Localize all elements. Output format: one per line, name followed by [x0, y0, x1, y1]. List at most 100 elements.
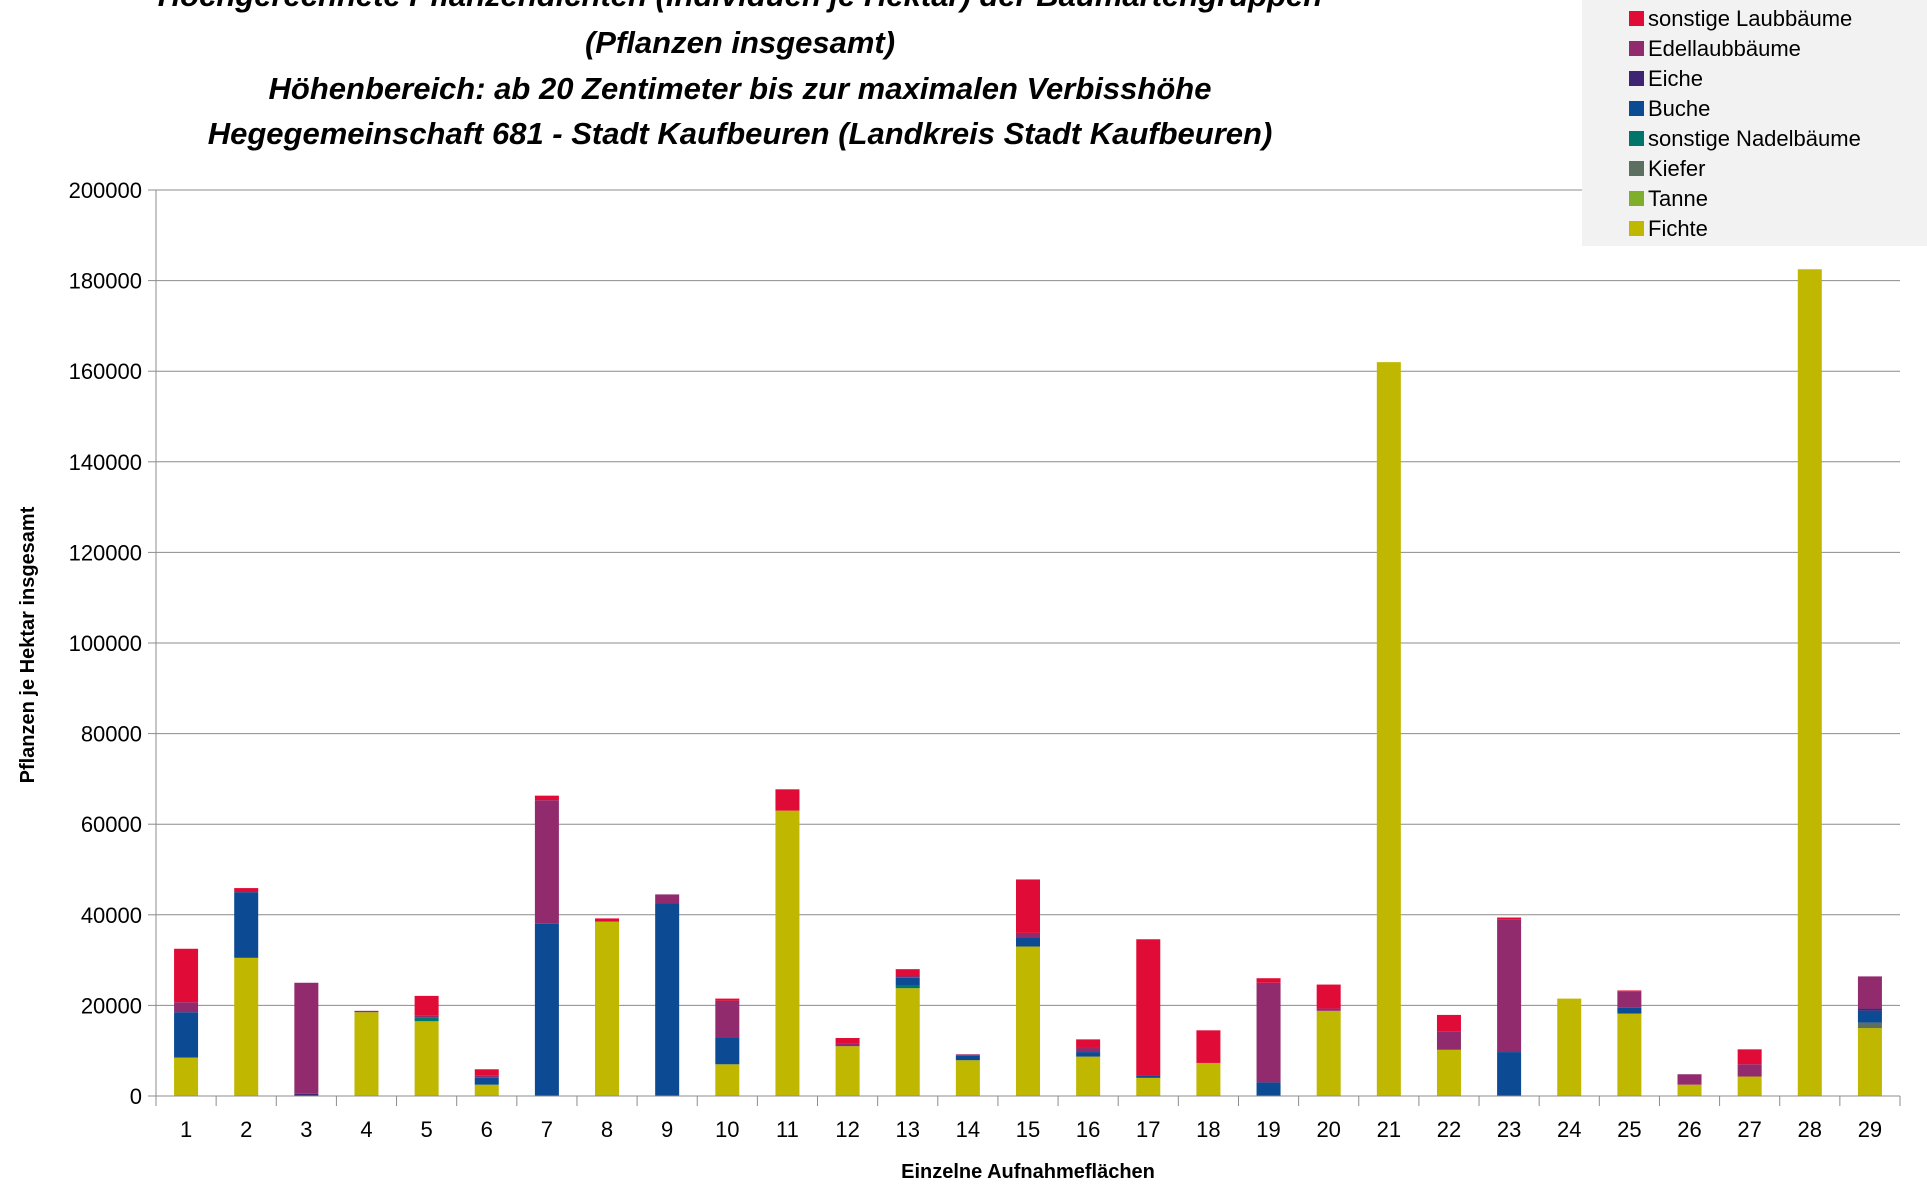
- bar-segment-25-6: [1617, 991, 1642, 1008]
- x-tick-label: 6: [481, 1117, 493, 1142]
- bar-segment-20-0: [1316, 1010, 1341, 1096]
- x-axis-ticks: 1 2 3 4 5 6 7 8 9 10 11 12 13 14 15 16 17 18 19 20 21 22 23 24 2…: [155, 1096, 1901, 1142]
- legend-swatch: [1629, 221, 1644, 236]
- y-tick-label: 60000: [81, 812, 142, 837]
- legend-swatch: [1629, 161, 1644, 176]
- x-tick-label: 18: [1196, 1117, 1220, 1142]
- y-axis-title: Pflanzen je Hektar insgesamt: [17, 506, 39, 783]
- x-tick-label: 21: [1377, 1117, 1401, 1142]
- bar-segment-17-4: [1136, 1075, 1161, 1078]
- x-tick-label: 19: [1256, 1117, 1280, 1142]
- bar-segment-4-0: [354, 1012, 379, 1096]
- legend-entry: Tanne: [1648, 186, 1708, 211]
- legend-swatch: [1629, 131, 1644, 146]
- bar-segment-19-7: [1256, 978, 1281, 983]
- bar-segment-29-0: [1857, 1028, 1882, 1096]
- bar-segment-19-4: [1256, 1082, 1281, 1096]
- x-tick-label: 24: [1557, 1117, 1581, 1142]
- x-tick-label: 7: [541, 1117, 553, 1142]
- bar-segment-10-6: [715, 1000, 740, 1038]
- x-tick-label: 15: [1016, 1117, 1040, 1142]
- legend: sonstige Laubbäume Edellaubbäume Eiche Buch…: [1582, 0, 1927, 246]
- y-tick-label: 180000: [69, 269, 142, 294]
- bar-segment-13-4: [895, 977, 920, 986]
- x-tick-label: 12: [835, 1117, 859, 1142]
- bar-segment-18-7: [1196, 1030, 1221, 1063]
- bar-segment-10-0: [715, 1064, 740, 1096]
- y-tick-label: 160000: [69, 359, 142, 384]
- bar-segment-13-6: [895, 975, 920, 978]
- bar-segment-26-0: [1677, 1084, 1702, 1096]
- bar-segment-1-6: [174, 1002, 199, 1013]
- bar-segment-10-7: [715, 998, 740, 1001]
- y-tick-label: 140000: [69, 450, 142, 475]
- bar-segment-16-0: [1076, 1056, 1101, 1096]
- legend-entry: sonstige Laubbäume: [1648, 6, 1852, 31]
- bar-segment-23-6: [1497, 919, 1522, 1053]
- bar-segment-21-0: [1376, 362, 1401, 1096]
- bar-segment-12-0: [835, 1046, 860, 1096]
- x-tick-label: 4: [360, 1117, 372, 1142]
- x-tick-label: 10: [715, 1117, 739, 1142]
- bar-segment-5-7: [414, 995, 439, 1016]
- bar-segment-13-0: [895, 988, 920, 1096]
- x-tick-label: 22: [1437, 1117, 1461, 1142]
- legend-entry: Eiche: [1648, 66, 1703, 91]
- x-tick-label: 13: [895, 1117, 919, 1142]
- bar-segment-15-7: [1016, 879, 1040, 933]
- bar-segment-27-6: [1737, 1064, 1762, 1077]
- title-line-2: (Pflanzen insgesamt): [585, 25, 895, 60]
- legend-swatch: [1629, 191, 1644, 206]
- y-tick-label: 80000: [81, 722, 142, 747]
- x-tick-label: 26: [1677, 1117, 1701, 1142]
- bar-segment-29-2: [1857, 1022, 1882, 1029]
- bar-segment-19-6: [1256, 982, 1281, 1083]
- bar-segment-2-4: [234, 892, 259, 958]
- title-line-4: Hegegemeinschaft 681 - Stadt Kaufbeuren …: [208, 116, 1273, 151]
- bar-segment-7-4: [534, 923, 559, 1096]
- bar-segment-12-7: [835, 1038, 860, 1044]
- bar-segment-6-6: [474, 1075, 499, 1078]
- bar-segment-23-4: [1497, 1052, 1522, 1096]
- bar-segment-1-7: [174, 948, 199, 1003]
- legend-swatch: [1629, 11, 1644, 26]
- bar-segment-5-3: [414, 1017, 439, 1022]
- bar-segment-1-4: [174, 1012, 199, 1058]
- x-tick-label: 17: [1136, 1117, 1160, 1142]
- legend-entry: sonstige Nadelbäume: [1648, 126, 1861, 151]
- x-tick-label: 5: [420, 1117, 432, 1142]
- bar-segment-27-0: [1737, 1076, 1762, 1096]
- bar-segment-7-7: [534, 795, 559, 801]
- bar-segment-23-7: [1497, 917, 1522, 920]
- bar-segment-8-0: [595, 921, 620, 1096]
- legend-entry: Fichte: [1648, 216, 1708, 241]
- x-tick-label: 9: [661, 1117, 673, 1142]
- x-tick-label: 23: [1497, 1117, 1521, 1142]
- y-tick-label: 100000: [69, 631, 142, 656]
- bar-segment-16-6: [1076, 1047, 1101, 1053]
- x-tick-label: 25: [1617, 1117, 1641, 1142]
- x-tick-label: 1: [180, 1117, 192, 1142]
- bar-segment-26-6: [1677, 1074, 1702, 1085]
- x-tick-label: 2: [240, 1117, 252, 1142]
- bar-segment-16-7: [1076, 1039, 1101, 1048]
- x-tick-label: 16: [1076, 1117, 1100, 1142]
- bar-segment-12-6: [835, 1043, 860, 1047]
- bar-segment-5-6: [414, 1015, 439, 1018]
- bar-segment-15-0: [1016, 946, 1040, 1096]
- bar-segment-29-5: [1857, 1008, 1882, 1011]
- bar-segment-22-7: [1436, 1014, 1461, 1032]
- x-tick-label: 27: [1737, 1117, 1761, 1142]
- bar-segment-7-6: [534, 800, 559, 924]
- bar-segment-15-6: [1016, 932, 1040, 938]
- bar-segment-3-5: [294, 1093, 319, 1096]
- title-line-1: Hochgerechnete Pflanzendichten (Individu…: [158, 0, 1322, 13]
- legend-swatch: [1629, 101, 1644, 116]
- x-axis-title: Einzelne Aufnahmeflächen: [901, 1161, 1155, 1183]
- y-axis-ticks: 0 20000 40000 60000 80000 100000 120000 140000 1…: [69, 178, 156, 1109]
- x-tick-label: 14: [956, 1117, 980, 1142]
- y-tick-label: 0: [130, 1084, 142, 1109]
- x-tick-label: 29: [1858, 1117, 1882, 1142]
- bar-segment-11-7: [775, 789, 800, 811]
- bar-segment-20-6: [1316, 1008, 1341, 1011]
